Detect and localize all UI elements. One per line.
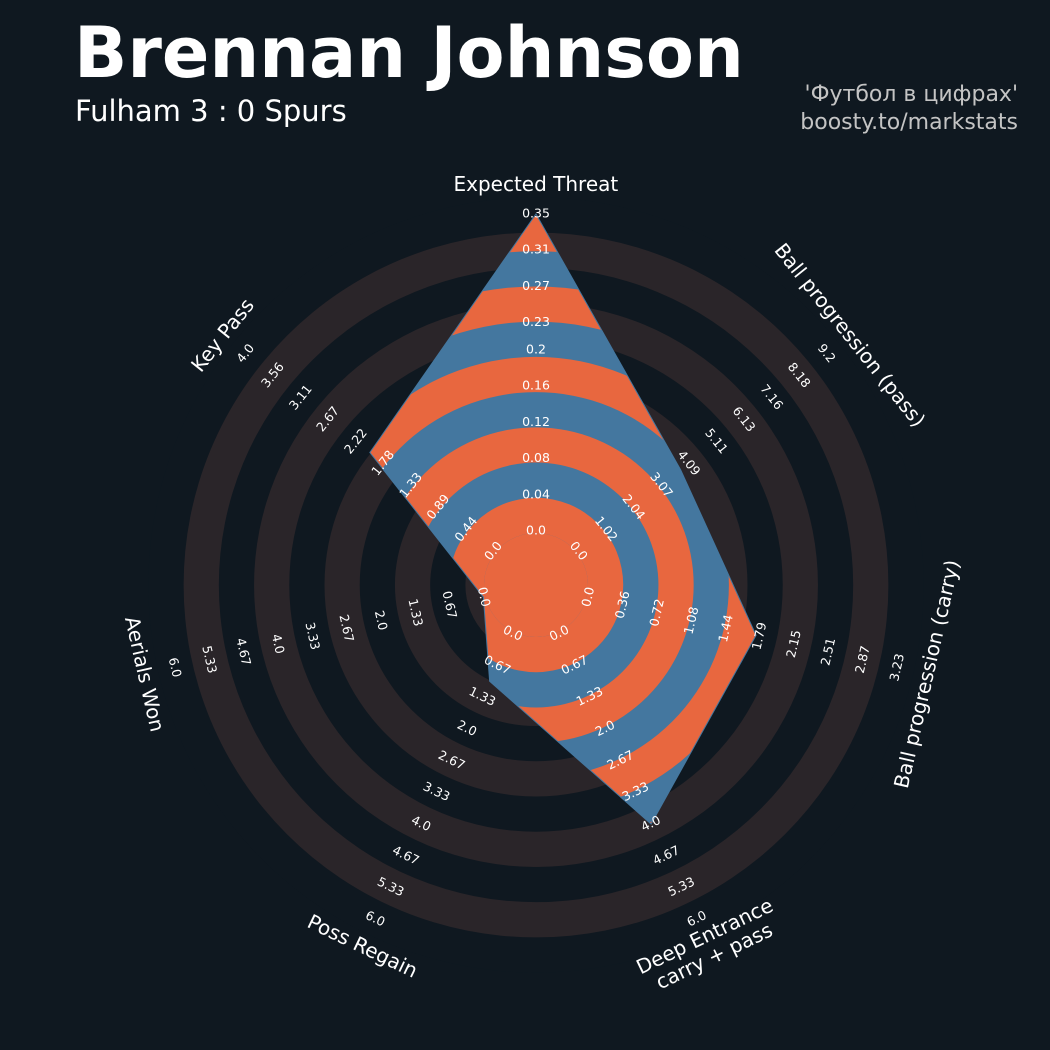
tick-label: 1.44	[715, 613, 736, 644]
tick-label: 0.72	[646, 597, 667, 627]
credit: 'Футбол в цифрах'	[804, 82, 1018, 107]
tick-label: 1.33	[405, 597, 426, 627]
tick-label: 2.15	[783, 629, 804, 659]
tick-label: 3.33	[302, 621, 323, 651]
tick-label: 0.2	[526, 341, 546, 356]
radar-area	[369, 213, 757, 825]
tick-label: 2.51	[817, 636, 838, 666]
tick-label: 1.08	[681, 605, 702, 636]
tick-label: 2.0	[372, 609, 391, 632]
tick-label: 0.67	[439, 589, 460, 619]
tick-label: 0.36	[612, 589, 633, 620]
tick-label: 0.31	[522, 242, 550, 257]
tick-label: 0.0	[526, 523, 546, 538]
tick-label: 2.67	[336, 613, 357, 643]
tick-label: 6.0	[166, 656, 185, 679]
tick-label: 2.87	[852, 644, 873, 674]
tick-label: 4.0	[269, 632, 288, 655]
tick-label: 0.0	[475, 585, 494, 608]
tick-label: 0.08	[522, 450, 550, 465]
tick-label: 4.67	[233, 636, 254, 666]
tick-label: 0.04	[522, 486, 550, 501]
axis-name: Expected Threat	[453, 172, 619, 196]
chart-subtitle: Fulham 3 : 0 Spurs	[75, 94, 347, 128]
tick-label: 0.35	[522, 206, 550, 221]
tick-label: 5.33	[199, 644, 220, 674]
tick-label: 3.23	[886, 652, 907, 682]
radar-band	[484, 533, 588, 637]
chart-title: Brennan Johnson	[74, 12, 744, 94]
tick-label: 0.12	[522, 414, 550, 429]
tick-label: 0.0	[578, 585, 597, 608]
credit: boosty.to/markstats	[800, 110, 1018, 135]
tick-label: 0.27	[522, 278, 550, 293]
tick-label: 1.79	[749, 621, 770, 652]
tick-label: 0.23	[522, 314, 550, 329]
tick-label: 0.16	[522, 378, 550, 393]
